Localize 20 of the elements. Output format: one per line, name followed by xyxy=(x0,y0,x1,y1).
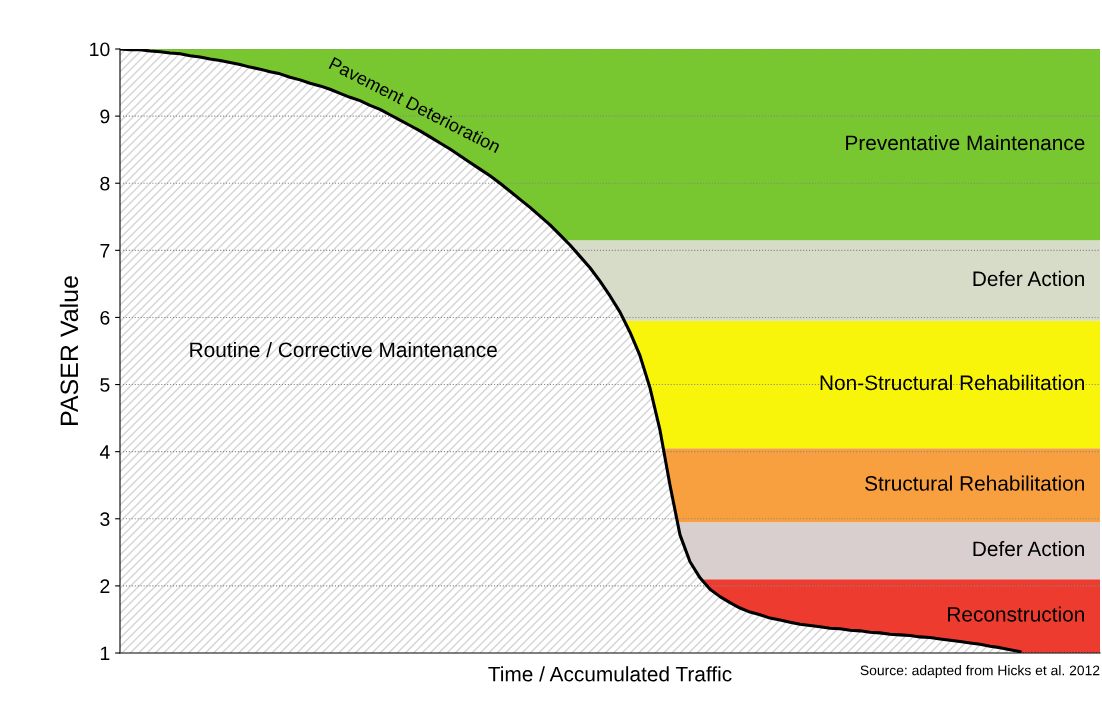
y-axis-title: PASER Value xyxy=(59,276,79,425)
band-label: Reconstruction xyxy=(948,606,1084,622)
y-tick-label: 5 xyxy=(100,378,110,392)
y-tick-label: 2 xyxy=(100,579,110,593)
annotation: Routine / Corrective Maintenance xyxy=(190,341,497,358)
band-label: Non-Structural Rehabilitation xyxy=(820,374,1084,391)
y-tick-label: 1 xyxy=(100,646,110,661)
band-label: Structural Rehabilitation xyxy=(865,475,1084,491)
y-tick-label: 9 xyxy=(100,109,110,124)
y-tick-label: 6 xyxy=(100,310,110,325)
y-tick-label: 8 xyxy=(100,176,110,191)
y-tick-label: 4 xyxy=(99,445,110,459)
band-label: Defer Action xyxy=(973,270,1084,287)
y-tick-label: 7 xyxy=(100,244,110,258)
source-note: Source: adapted from Hicks et al. 2012 xyxy=(860,665,1100,679)
x-axis-title: Time / Accumulated Traffic xyxy=(488,666,732,682)
band-label: Preventative Maintenance xyxy=(846,134,1085,151)
y-tick-label: 3 xyxy=(100,512,110,527)
band-label: Defer Action xyxy=(973,540,1084,557)
y-tick-label: 10 xyxy=(90,42,110,57)
